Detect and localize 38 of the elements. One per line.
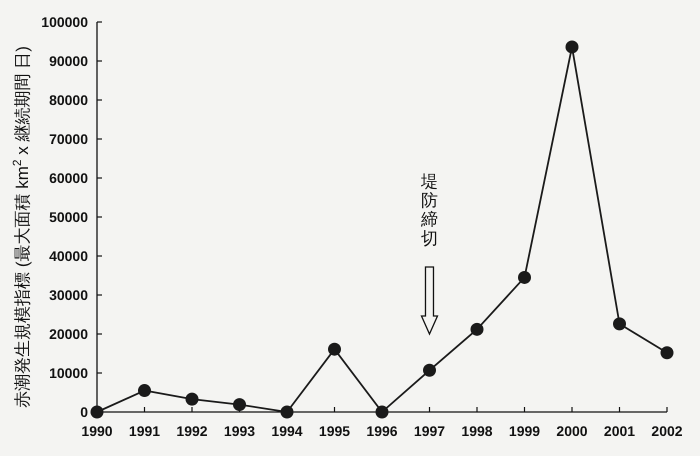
y-tick-label: 80000 <box>49 92 88 108</box>
x-tick-label: 2002 <box>651 423 683 439</box>
x-tick-label: 1991 <box>128 423 160 439</box>
x-tick-label: 2000 <box>556 423 588 439</box>
point <box>566 40 578 54</box>
x-tick-label: 1996 <box>366 423 398 439</box>
point <box>518 270 531 284</box>
annotation: 堤防締切 <box>420 172 438 249</box>
y-tick-label: 50000 <box>49 209 88 225</box>
x-tick-label: 1999 <box>508 423 540 439</box>
y-tick-label: 40000 <box>49 248 88 264</box>
x-tick-label: 1992 <box>176 423 208 439</box>
point <box>376 406 388 418</box>
point <box>328 342 341 356</box>
x-tick-label: 1993 <box>224 423 256 439</box>
point <box>233 398 246 412</box>
y-tick-label: 60000 <box>49 170 88 186</box>
point <box>90 406 104 418</box>
y-tick-label: 30000 <box>49 287 88 303</box>
y-tick-label: 0 <box>80 404 88 420</box>
x-tick-label: 1994 <box>271 423 303 439</box>
y-tick-label: 70000 <box>49 131 88 147</box>
x-tick-label: 1997 <box>414 423 446 439</box>
point <box>186 392 198 406</box>
x-tick-label: 2001 <box>604 423 636 439</box>
point <box>470 322 484 336</box>
y-tick-label: 90000 <box>49 53 88 69</box>
point <box>660 346 674 360</box>
point <box>138 384 151 398</box>
x-tick-label: 1995 <box>318 423 350 439</box>
point <box>423 364 436 377</box>
y-tick-label: 10000 <box>49 365 88 381</box>
y-tick-label: 20000 <box>49 326 88 342</box>
x-tick-label: 1990 <box>81 423 113 439</box>
x-tick-label: 1998 <box>461 423 493 439</box>
y-tick-label: 100000 <box>41 14 88 30</box>
point <box>613 317 626 330</box>
point <box>280 406 294 418</box>
